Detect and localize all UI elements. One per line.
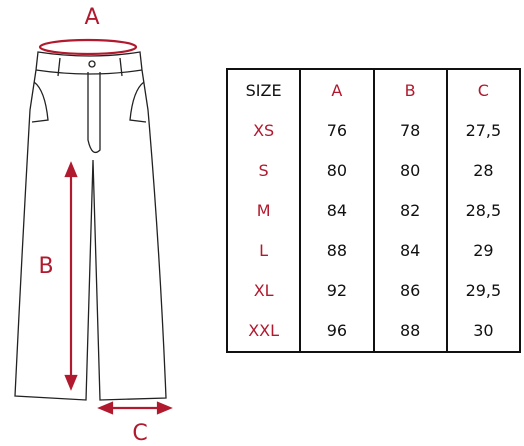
size-row: XXL 96 88 30 (225, 310, 522, 352)
size-name: XL (225, 270, 302, 311)
measure-cell: 80 (372, 150, 448, 191)
measure-cell: 84 (299, 190, 375, 231)
header-cell: C (445, 69, 522, 111)
measure-arrows (38, 38, 173, 415)
header-cell: SIZE (225, 69, 302, 111)
measure-cell: 92 (299, 270, 375, 311)
measure-cell: 80 (299, 150, 375, 191)
label-a: A (84, 5, 99, 30)
header-cell: A (299, 69, 375, 111)
size-row: L 88 84 29 (225, 230, 522, 271)
size-row: XL 92 86 29,5 (225, 270, 522, 311)
pants-diagram: A B C (14, 5, 173, 446)
label-c: C (132, 421, 147, 446)
header-row: SIZE A B C (225, 69, 522, 111)
measure-cell: 84 (372, 230, 448, 271)
size-table: SIZE A B C XS 76 78 27,5 S 80 80 28 M 84 82 28,5 L 88 84 29… (225, 68, 522, 353)
measure-cell: 96 (299, 310, 375, 352)
size-name: XS (225, 110, 302, 151)
measure-cell: 29,5 (445, 270, 522, 311)
size-row: S 80 80 28 (225, 150, 522, 191)
size-name: S (225, 150, 302, 191)
measure-cell: 29 (445, 230, 522, 271)
size-row: M 84 82 28,5 (225, 190, 522, 231)
label-b: B (38, 254, 53, 279)
size-name: M (225, 190, 302, 231)
measure-cell: 76 (299, 110, 375, 151)
measure-cell: 78 (372, 110, 448, 151)
measure-cell: 82 (372, 190, 448, 231)
measure-cell: 88 (299, 230, 375, 271)
measure-cell: 86 (372, 270, 448, 311)
pants-outline (14, 51, 167, 401)
measure-cell: 30 (445, 310, 522, 352)
size-name: L (225, 230, 302, 271)
measure-cell: 28,5 (445, 190, 522, 231)
measure-cell: 27,5 (445, 110, 522, 151)
measure-cell: 28 (445, 150, 522, 191)
measure-cell: 88 (372, 310, 448, 352)
size-name: XXL (225, 310, 302, 352)
header-cell: B (372, 69, 448, 111)
size-row: XS 76 78 27,5 (225, 110, 522, 151)
